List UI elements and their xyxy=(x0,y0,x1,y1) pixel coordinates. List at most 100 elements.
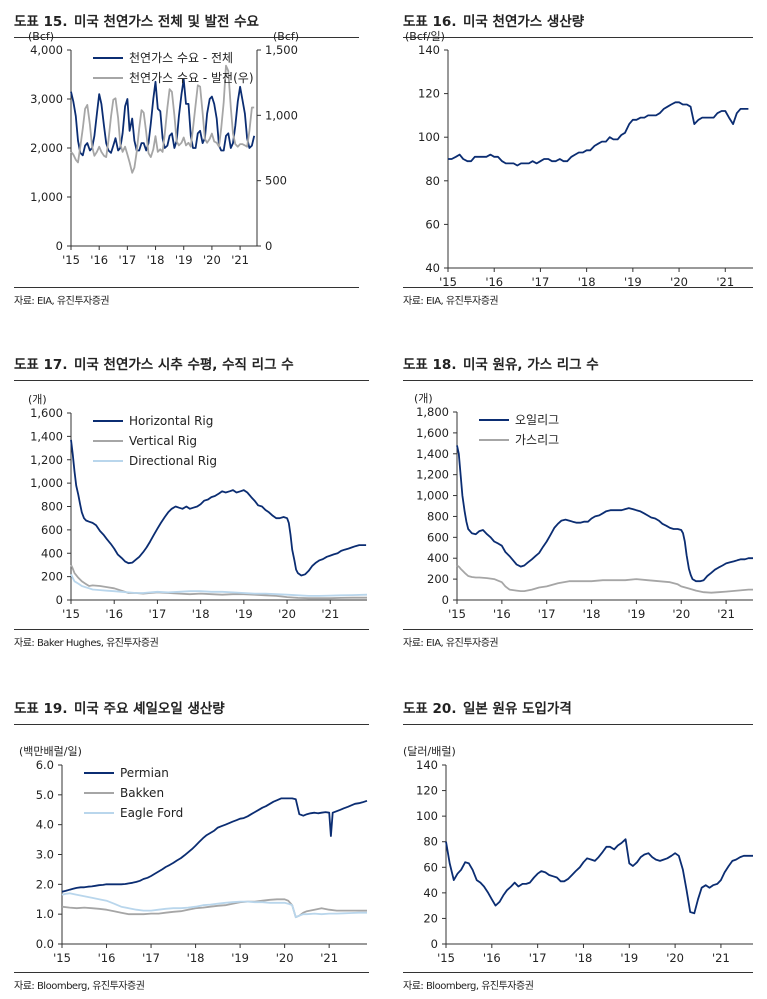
chart-title-text: 미국 천연가스 생산량 xyxy=(463,14,585,30)
y-tick-label: 120 xyxy=(418,87,440,101)
x-tick-label: '19 xyxy=(627,607,645,621)
x-tick-label: '17 xyxy=(538,607,556,621)
y2-tick-label: 0 xyxy=(265,239,272,253)
series-line-1 xyxy=(448,101,749,167)
x-tick-label: '20 xyxy=(672,607,690,621)
y-tick-label: 0 xyxy=(56,593,63,607)
x-tick-label: '15 xyxy=(53,951,71,965)
x-tick-label: '21 xyxy=(320,951,338,965)
source-rule xyxy=(403,629,753,630)
chart-panel-17: 도표 17. 미국 천연가스 시추 수평, 수직 리그 수 (개) 0 200 400 6… xyxy=(14,353,369,653)
x-tick-label: '20 xyxy=(670,275,688,289)
chart-title: 도표 17. 미국 천연가스 시추 수평, 수직 리그 수 xyxy=(14,353,294,373)
x-tick-label: '21 xyxy=(321,607,339,621)
y-tick-label: 1,400 xyxy=(416,447,449,461)
y-tick-label: 400 xyxy=(427,551,449,565)
y-tick-label: 1,800 xyxy=(416,405,449,419)
x-tick-label: '16 xyxy=(98,951,116,965)
x-tick-label: '16 xyxy=(105,607,123,621)
y-tick-label: 4,000 xyxy=(30,43,63,57)
figure-number: 도표 15. xyxy=(14,14,68,30)
chart-panel-16: 도표 16. 미국 천연가스 생산량 (Bcf/일) 40 60 80 100 120 140… xyxy=(403,10,753,310)
series-line-2 xyxy=(70,64,255,174)
y-tick-label: 5.0 xyxy=(36,788,54,802)
x-tick-label: '21 xyxy=(717,607,735,621)
source-note: 자료: Bloomberg, 유진투자증권 xyxy=(403,981,534,992)
title-rule xyxy=(14,37,359,38)
y-tick-label: 200 xyxy=(427,572,449,586)
y-tick-label: 600 xyxy=(427,530,449,544)
series-line-1 xyxy=(61,797,368,893)
series-line-3 xyxy=(61,892,367,919)
chart-title: 도표 15. 미국 천연가스 전체 및 발전 수요 xyxy=(14,10,259,30)
source-rule xyxy=(14,629,369,630)
source-rule xyxy=(14,972,369,973)
x-tick-label: '19 xyxy=(235,607,253,621)
y-tick-label: 6.0 xyxy=(36,758,54,772)
series-line-2 xyxy=(70,564,367,600)
legend-label: 천연가스 수요 - 전체 xyxy=(129,50,233,65)
y2-axis-label: (Bcf) xyxy=(273,30,299,43)
figure-number: 도표 17. xyxy=(14,357,68,373)
y-tick-label: 2,000 xyxy=(30,141,63,155)
chart-15-svg: (Bcf) (Bcf) 0 1,000 2,000 3,000 4,000 0 500 1,000… xyxy=(28,30,299,267)
chart-panel-20: 도표 20. 일본 원유 도입가격 (달러/배럴) 0 20 40 60 80 100 120 1… xyxy=(403,697,753,997)
x-tick-label: '15 xyxy=(62,253,80,267)
x-tick-label: '19 xyxy=(620,951,638,965)
legend-label: 천연가스 수요 - 발전(우) xyxy=(129,70,254,85)
x-tick-label: '21 xyxy=(712,951,730,965)
legend-label: Directional Rig xyxy=(129,454,217,468)
legend-label: Bakken xyxy=(120,786,164,800)
legend-label: 오일리그 xyxy=(515,413,559,427)
chart-17-svg: (개) 0 200 400 600 800 1,000 1,200 1,400 1,600 '15 '… xyxy=(28,393,368,621)
y2-tick-label: 1,500 xyxy=(265,43,298,57)
y-tick-label: 20 xyxy=(423,911,438,925)
y-tick-label: 80 xyxy=(425,174,440,188)
x-tick-label: '21 xyxy=(716,275,734,289)
y-tick-label: 60 xyxy=(423,860,438,874)
legend-label: Permian xyxy=(120,766,169,780)
y-tick-label: 140 xyxy=(418,43,440,57)
y-tick-label: 40 xyxy=(423,886,438,900)
series-line-2 xyxy=(61,898,367,919)
source-note: 자료: Bloomberg, 유진투자증권 xyxy=(14,981,145,992)
title-rule xyxy=(14,724,369,725)
y-tick-label: 800 xyxy=(41,500,63,514)
chart-panel-18: 도표 18. 미국 원유, 가스 리그 수 (개) 0 200 400 600 800 1,0… xyxy=(403,353,753,653)
series-line-1 xyxy=(445,838,753,915)
y-tick-label: 1,000 xyxy=(30,190,63,204)
chart-title: 도표 16. 미국 천연가스 생산량 xyxy=(403,10,584,30)
y-axis-label: (Bcf/일) xyxy=(405,29,445,43)
y-tick-label: 0 xyxy=(431,937,438,951)
y-tick-label: 60 xyxy=(425,217,440,231)
title-rule xyxy=(403,724,753,725)
legend-label: 가스리그 xyxy=(515,433,559,447)
chart-title: 도표 20. 일본 원유 도입가격 xyxy=(403,697,572,717)
x-tick-label: '19 xyxy=(231,951,249,965)
y-tick-label: 4.0 xyxy=(36,818,54,832)
x-tick-label: '20 xyxy=(276,951,294,965)
y-axis-label: (개) xyxy=(28,393,47,406)
series-line-2 xyxy=(456,564,753,594)
x-tick-label: '15 xyxy=(448,607,466,621)
y-tick-label: 1,600 xyxy=(416,426,449,440)
x-tick-label: '15 xyxy=(62,607,80,621)
y-tick-label: 1,000 xyxy=(30,476,63,490)
x-tick-label: '18 xyxy=(192,607,210,621)
chart-title: 도표 18. 미국 원유, 가스 리그 수 xyxy=(403,353,599,373)
title-rule xyxy=(403,37,753,38)
x-tick-label: '16 xyxy=(90,253,108,267)
x-tick-label: '20 xyxy=(666,951,684,965)
y-tick-label: 120 xyxy=(416,784,438,798)
x-tick-label: '16 xyxy=(493,607,511,621)
chart-16-svg: (Bcf/일) 40 60 80 100 120 140 '15 '16 '17 '18 '19 '20… xyxy=(405,29,753,289)
y-tick-label: 600 xyxy=(41,523,63,537)
y-tick-label: 140 xyxy=(416,758,438,772)
series-line-1 xyxy=(70,439,367,577)
x-tick-label: '17 xyxy=(149,607,167,621)
x-tick-label: '17 xyxy=(529,951,547,965)
y-tick-label: 1,600 xyxy=(30,406,63,420)
y-axis-label: (달러/배럴) xyxy=(403,745,456,758)
x-tick-label: '18 xyxy=(578,275,596,289)
figure-number: 도표 18. xyxy=(403,357,457,373)
